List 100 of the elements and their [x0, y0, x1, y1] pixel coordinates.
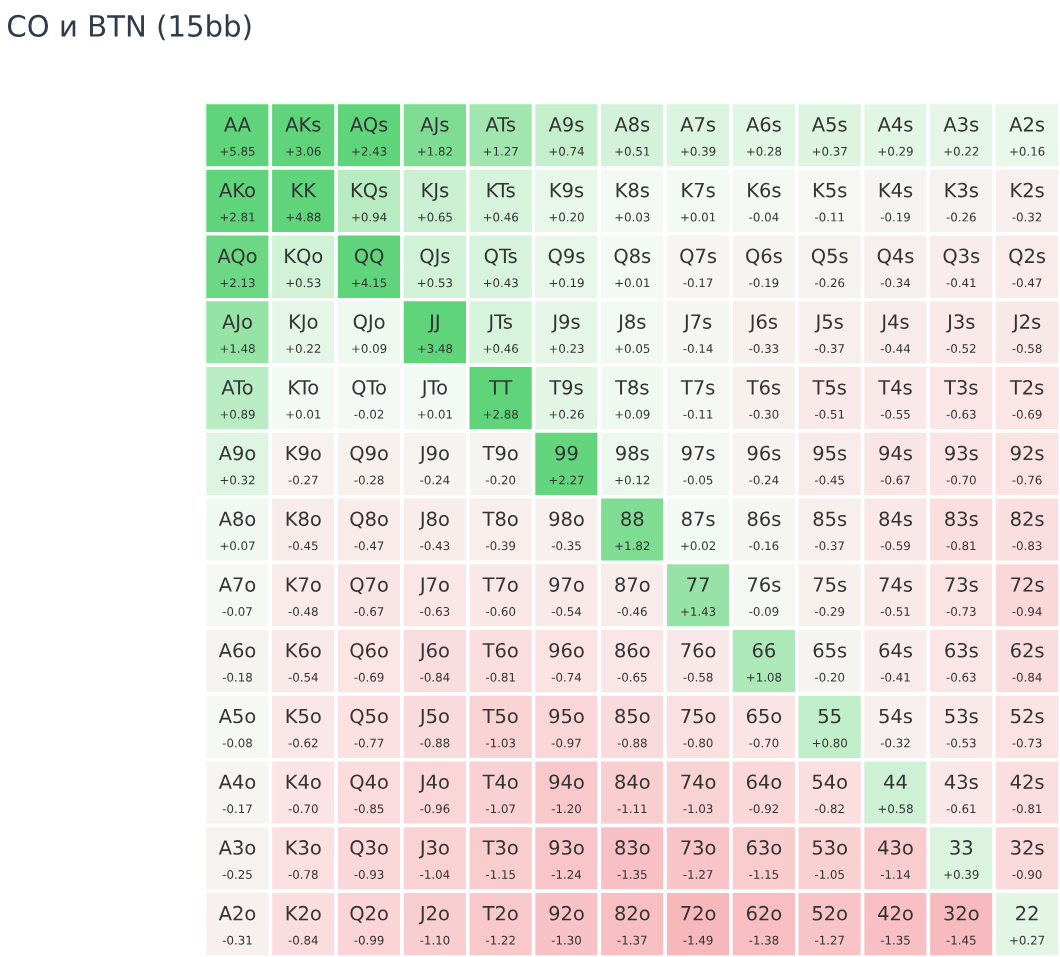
data-label: -1.10: [420, 935, 450, 945]
annotation: 86s: [747, 511, 781, 527]
data-label: -0.54: [288, 672, 318, 682]
annotation: Q4s: [877, 248, 914, 266]
annotation: 98o: [549, 511, 584, 527]
data-label: -0.26: [946, 212, 976, 222]
annotation: J3s: [946, 314, 975, 333]
annotation: 84o: [615, 774, 650, 790]
annotation: 32o: [944, 905, 979, 921]
data-label: -0.52: [946, 344, 976, 353]
annotation: 54s: [879, 708, 912, 724]
data-label: -0.35: [551, 541, 581, 551]
annotation: T4s: [878, 380, 912, 395]
data-label: +3.48: [418, 344, 453, 353]
data-label: -0.62: [288, 738, 318, 748]
annotation: 42s: [1010, 774, 1044, 790]
annotation: T5o: [482, 708, 518, 724]
annotation: A7o: [218, 577, 256, 592]
annotation: 52o: [812, 905, 847, 921]
annotation: Q8s: [614, 248, 651, 266]
data-label: +0.01: [615, 278, 650, 288]
annotation: TT: [488, 380, 513, 395]
data-label: -0.51: [880, 607, 910, 616]
annotation: J2o: [418, 905, 449, 925]
data-label: -0.94: [1012, 607, 1042, 616]
annotation: 53s: [945, 708, 978, 724]
annotation: 65o: [746, 708, 782, 724]
data-label: -1.04: [420, 869, 450, 879]
annotation: JTs: [487, 314, 513, 333]
data-label: -0.05: [683, 475, 713, 485]
data-label: -0.83: [1012, 541, 1042, 551]
annotation: QTo: [352, 379, 386, 397]
data-label: -0.39: [485, 541, 516, 551]
data-label: -0.24: [749, 475, 779, 485]
data-label: -0.96: [420, 804, 450, 814]
annotation: ATo: [221, 380, 253, 395]
annotation: 52s: [1011, 708, 1044, 724]
annotation: J3o: [418, 840, 449, 859]
data-label: -0.17: [222, 804, 252, 814]
annotation: J6o: [418, 642, 449, 662]
data-label: -0.59: [880, 541, 910, 551]
data-label: -0.99: [354, 935, 384, 945]
data-label: -0.84: [1012, 672, 1042, 682]
annotation: 85o: [615, 708, 650, 724]
data-label: -0.81: [946, 541, 976, 551]
annotation: 93o: [549, 840, 584, 855]
data-label: +0.46: [483, 344, 519, 353]
data-label: -1.30: [551, 935, 581, 945]
annotation: T5s: [812, 380, 846, 395]
annotation: 74s: [879, 577, 912, 592]
annotation: KTs: [487, 182, 515, 198]
annotation: J8s: [617, 314, 646, 333]
data-label: -0.60: [485, 607, 516, 616]
annotation: 65s: [813, 642, 847, 658]
data-label: +0.39: [944, 869, 979, 879]
data-label: -0.19: [880, 212, 910, 222]
data-label: -0.92: [749, 804, 778, 814]
data-label: -0.61: [946, 804, 976, 814]
data-label: +3.06: [286, 146, 321, 156]
data-label: -0.41: [946, 278, 976, 288]
annotation: A5s: [811, 117, 847, 132]
annotation: A4s: [877, 117, 913, 132]
annotation: T4o: [482, 774, 518, 790]
annotation: 74o: [681, 774, 716, 790]
annotation: J2s: [1011, 314, 1041, 333]
annotation: 83s: [945, 511, 978, 527]
annotation: Q6s: [746, 248, 782, 266]
annotation: 96s: [747, 445, 781, 461]
annotation: K6s: [748, 182, 781, 198]
data-label: +0.37: [812, 146, 847, 156]
annotation: K5s: [813, 182, 847, 198]
data-label: -0.93: [354, 869, 384, 879]
annotation: 95o: [549, 708, 584, 724]
data-label: -0.28: [354, 475, 384, 485]
data-label: -0.18: [222, 672, 252, 682]
data-label: +2.81: [220, 212, 255, 222]
chart-title: CO и BTN (15bb): [8, 14, 251, 41]
data-label: +0.28: [747, 146, 782, 156]
annotation: J5o: [418, 708, 449, 727]
annotation: A4o: [218, 774, 256, 790]
data-label: -0.44: [880, 344, 911, 353]
data-label: -0.82: [815, 804, 844, 814]
data-label: -0.47: [1012, 278, 1042, 288]
annotation: 84s: [879, 511, 912, 527]
annotation: 64o: [746, 774, 782, 790]
annotation: J7s: [682, 314, 712, 333]
annotation: A3o: [218, 840, 256, 855]
annotation: T2o: [482, 905, 518, 921]
annotation: 97s: [681, 445, 715, 461]
data-label: -0.58: [1012, 344, 1042, 353]
data-label: -0.46: [617, 607, 647, 616]
data-label: -0.45: [288, 541, 318, 551]
data-label: -0.02: [354, 409, 384, 419]
annotation: AQs: [350, 117, 388, 134]
data-label: -0.41: [880, 672, 910, 682]
data-label: -1.15: [485, 870, 515, 879]
data-label: -1.22: [485, 935, 515, 945]
annotation: Q3o: [350, 840, 388, 858]
annotation: 43o: [878, 840, 913, 855]
data-label: -0.30: [749, 409, 779, 419]
